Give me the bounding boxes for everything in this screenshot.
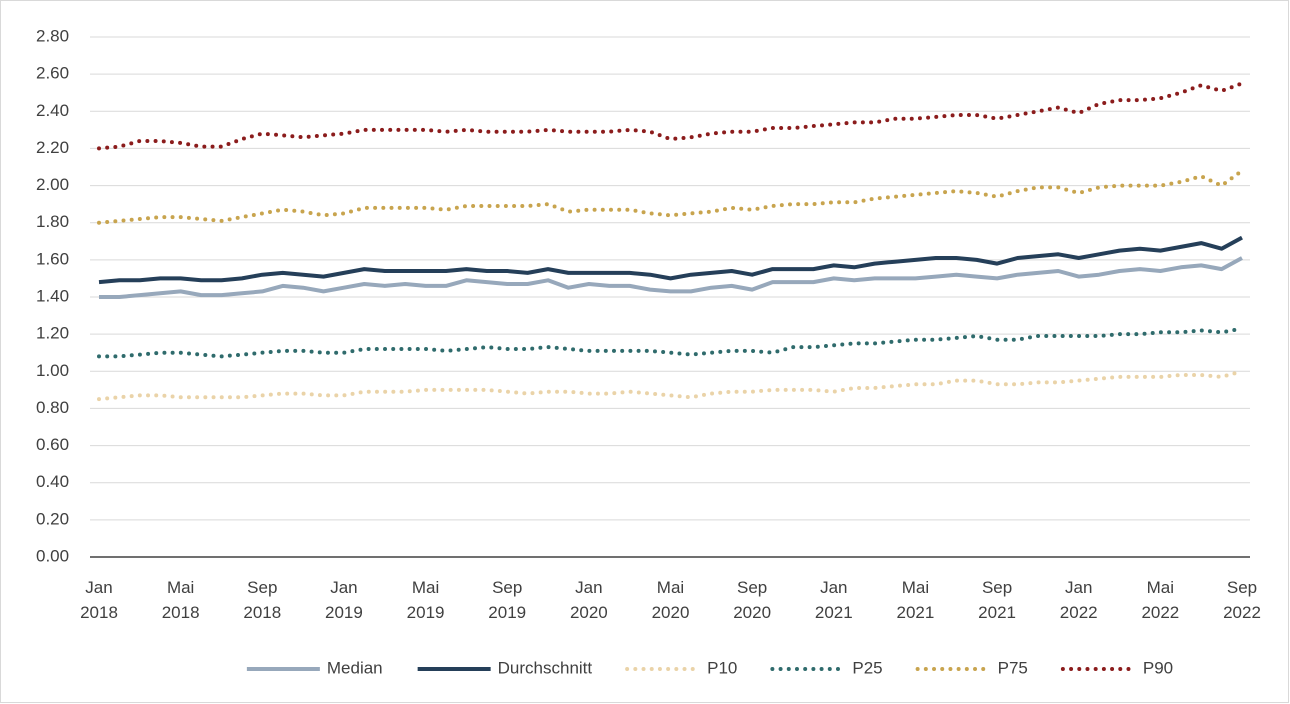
x-tick-label-line: Mai (1147, 578, 1174, 597)
x-tick-label: Mai 2020 (652, 578, 690, 622)
legend-item: P90 (1060, 658, 1173, 677)
legend-item: P75 (915, 658, 1028, 677)
series-line (97, 81, 1244, 151)
x-tick-label-line: 2020 (570, 603, 608, 622)
legend-label: P25 (852, 658, 882, 677)
series-line (97, 369, 1244, 402)
x-tick-label-line: Sep (492, 578, 522, 597)
x-tick-label: Mai 2022 (1141, 578, 1179, 622)
x-tick-label-line: 2019 (325, 603, 363, 622)
x-tick-label-line: Mai (167, 578, 194, 597)
x-tick-label-line: 2018 (80, 603, 118, 622)
legend-label: P90 (1143, 658, 1173, 677)
y-tick-label: 1.60 (36, 249, 69, 268)
series-line (97, 168, 1244, 225)
x-tick-label: Jan 2019 (325, 578, 363, 622)
x-tick-label-line: Sep (737, 578, 767, 597)
y-tick-label: 0.80 (36, 398, 69, 417)
x-tick-label-line: 2021 (897, 603, 935, 622)
y-tick-label: 1.80 (36, 212, 69, 231)
x-tick-label: Sep 2018 (243, 578, 281, 622)
x-tick-label-line: 2022 (1223, 603, 1261, 622)
x-tick-label: Mai 2021 (897, 578, 935, 622)
x-tick-label-line: Sep (982, 578, 1012, 597)
series-line (99, 256, 1243, 299)
x-tick-label-line: Jan (1065, 578, 1092, 597)
legend-label: Durchschnitt (498, 658, 593, 677)
legend-item: Median (246, 658, 383, 677)
x-tick-label-line: Sep (1227, 578, 1257, 597)
x-tick-label-line: 2022 (1060, 603, 1098, 622)
x-tick-label-line: 2018 (162, 603, 200, 622)
series-line (97, 326, 1244, 359)
x-tick-label: Sep 2021 (978, 578, 1016, 622)
x-tick-label-line: Jan (575, 578, 602, 597)
x-tick-label: Jan 2022 (1060, 578, 1098, 622)
x-tick-label-line: Jan (820, 578, 847, 597)
x-tick-label-line: 2021 (815, 603, 853, 622)
y-tick-label: 2.40 (36, 101, 69, 120)
y-tick-label: 0.40 (36, 472, 69, 491)
x-tick-label: Jan 2021 (815, 578, 853, 622)
x-tick-label-line: Jan (85, 578, 112, 597)
x-tick-label-line: 2019 (407, 603, 445, 622)
x-tick-label-line: 2021 (978, 603, 1016, 622)
x-tick-label-line: 2020 (652, 603, 690, 622)
y-tick-label: 1.20 (36, 324, 69, 343)
y-tick-label: 2.80 (36, 26, 69, 45)
x-tick-label: Sep 2019 (488, 578, 526, 622)
legend-item: P25 (770, 658, 883, 677)
x-tick-label: Sep 2022 (1223, 578, 1261, 622)
y-tick-label: 0.00 (36, 546, 69, 565)
y-tick-label: 2.00 (36, 175, 69, 194)
x-tick-label: Mai 2019 (407, 578, 445, 622)
x-tick-label-line: Mai (657, 578, 684, 597)
x-tick-label-line: 2018 (243, 603, 281, 622)
x-tick-label-line: Mai (412, 578, 439, 597)
x-tick-label-line: Mai (902, 578, 929, 597)
legend-label: P75 (998, 658, 1028, 677)
legend-item: P10 (625, 658, 737, 677)
series-line (98, 235, 1243, 285)
y-tick-label: 1.40 (36, 286, 69, 305)
x-tick-label: Jan 2020 (570, 578, 608, 622)
x-tick-label: Sep 2020 (733, 578, 771, 622)
x-tick-label: Mai 2018 (162, 578, 200, 622)
y-tick-label: 0.20 (36, 509, 69, 528)
y-tick-label: 1.00 (36, 361, 69, 380)
x-tick-label-line: Jan (330, 578, 357, 597)
x-tick-label: Jan 2018 (80, 578, 118, 622)
x-tick-label-line: Sep (247, 578, 277, 597)
legend-label: Median (327, 658, 383, 677)
x-tick-label-line: 2022 (1141, 603, 1179, 622)
legend-item: Durchschnitt (417, 658, 593, 677)
y-tick-label: 2.60 (36, 64, 69, 83)
x-tick-label-line: 2019 (488, 603, 526, 622)
legend-label: P10 (707, 658, 737, 677)
y-tick-label: 2.20 (36, 138, 69, 157)
y-tick-label: 0.60 (36, 435, 69, 454)
x-tick-label-line: 2020 (733, 603, 771, 622)
